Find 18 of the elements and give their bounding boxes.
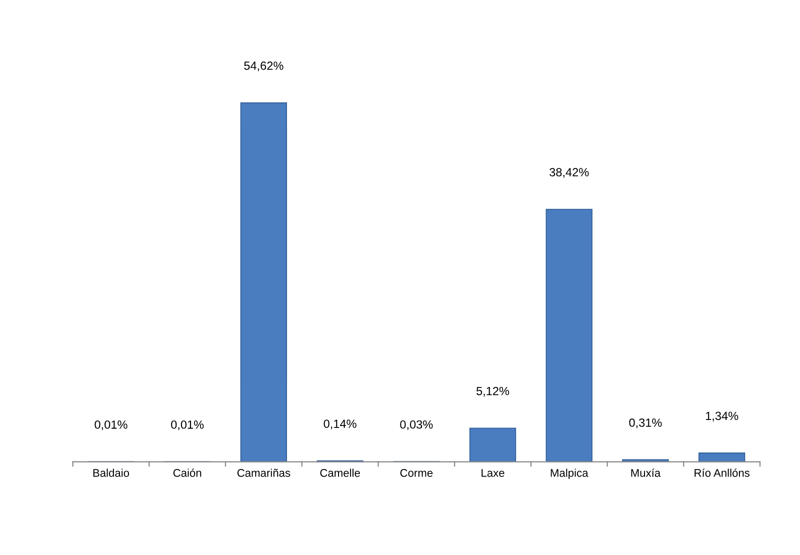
data-label: 5,12% (476, 386, 510, 397)
x-tick-label: Camelle (320, 468, 360, 477)
data-label: 1,34% (706, 412, 738, 422)
x-tick-label: Río Anllóns (694, 468, 750, 477)
data-label: 0,03% (400, 420, 433, 430)
data-label: 0,14% (324, 420, 356, 430)
data-label: 54,62% (244, 62, 284, 72)
x-tick-label: Laxe (482, 469, 504, 477)
data-label: 0,01% (171, 420, 204, 430)
data-label: 0,31% (629, 418, 662, 428)
x-tick-label: Malpica (550, 468, 588, 480)
x-tick-label: Caión (173, 468, 202, 477)
data-label: 38,42% (550, 168, 589, 178)
x-tick-label: Muxía (631, 468, 661, 477)
data-label: 0,01% (94, 420, 128, 430)
x-tick-label: Corme (400, 469, 433, 477)
x-tick-label: Baldaio (93, 468, 130, 477)
x-tick-label: Camariñas (237, 468, 290, 477)
